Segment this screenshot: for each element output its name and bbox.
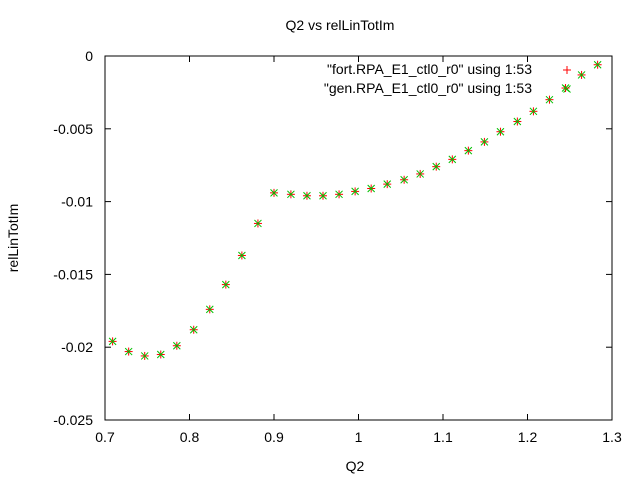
data-point bbox=[270, 189, 278, 197]
legend-label-series-2: "gen.RPA_E1_ctl0_r0" using 1:53 bbox=[324, 80, 532, 96]
data-point bbox=[254, 219, 262, 228]
data-point bbox=[287, 190, 295, 199]
axis-ticks bbox=[104, 55, 613, 421]
data-point bbox=[221, 280, 230, 289]
data-point bbox=[156, 350, 165, 359]
data-point bbox=[172, 341, 181, 350]
x-tick-label: 0.7 bbox=[95, 429, 115, 445]
series-gen bbox=[108, 60, 602, 360]
data-point bbox=[335, 190, 343, 199]
data-point bbox=[140, 352, 149, 360]
data-point bbox=[351, 187, 359, 196]
data-point bbox=[400, 175, 408, 184]
y-tick-label: -0.025 bbox=[53, 412, 93, 428]
y-tick-label: 0 bbox=[85, 48, 93, 64]
plot-frame bbox=[104, 55, 613, 421]
data-point bbox=[432, 162, 441, 171]
legend: "fort.RPA_E1_ctl0_r0" using 1:53 "gen.RP… bbox=[324, 61, 571, 96]
y-tick-label: -0.01 bbox=[61, 194, 93, 210]
y-axis-label: relLinTotIm bbox=[5, 204, 21, 272]
data-point bbox=[561, 84, 570, 92]
data-point bbox=[496, 127, 505, 136]
x-axis-label: Q2 bbox=[346, 458, 365, 474]
x-tick-label: 1.2 bbox=[518, 429, 538, 445]
x-tick-label: 0.8 bbox=[180, 429, 200, 445]
data-point bbox=[448, 155, 457, 164]
data-point bbox=[319, 191, 327, 200]
data-point bbox=[238, 251, 246, 260]
y-tick-labels: 0 -0.005 -0.01 -0.015 -0.02 -0.025 bbox=[53, 48, 93, 428]
data-point bbox=[383, 180, 392, 188]
y-tick-label: -0.005 bbox=[53, 121, 93, 137]
data-point bbox=[464, 146, 473, 155]
data-point bbox=[480, 138, 489, 146]
y-tick-label: -0.02 bbox=[61, 339, 93, 355]
series-fort bbox=[108, 60, 602, 360]
data-point bbox=[124, 347, 133, 356]
data-point bbox=[513, 117, 522, 126]
data-point bbox=[529, 107, 538, 116]
data-point bbox=[189, 325, 198, 334]
y-tick-label: -0.015 bbox=[53, 266, 93, 282]
data-point bbox=[577, 71, 586, 79]
x-tick-label: 1.3 bbox=[602, 429, 622, 445]
x-tick-label: 0.9 bbox=[264, 429, 284, 445]
chart-title: Q2 vs relLinTotIm bbox=[286, 17, 395, 33]
data-point bbox=[303, 191, 311, 200]
data-point bbox=[593, 60, 602, 69]
data-point bbox=[108, 337, 117, 346]
x-tick-label: 1.1 bbox=[433, 429, 453, 445]
data-point bbox=[416, 170, 425, 178]
data-point bbox=[367, 184, 376, 193]
data-point bbox=[545, 95, 554, 104]
data-point bbox=[205, 305, 214, 314]
legend-marker-series-1 bbox=[563, 66, 571, 74]
x-tick-labels: 0.7 0.8 0.9 1 1.1 1.2 1.3 bbox=[95, 429, 622, 445]
legend-label-series-1: "fort.RPA_E1_ctl0_r0" using 1:53 bbox=[327, 61, 532, 77]
x-tick-label: 1 bbox=[355, 429, 363, 445]
